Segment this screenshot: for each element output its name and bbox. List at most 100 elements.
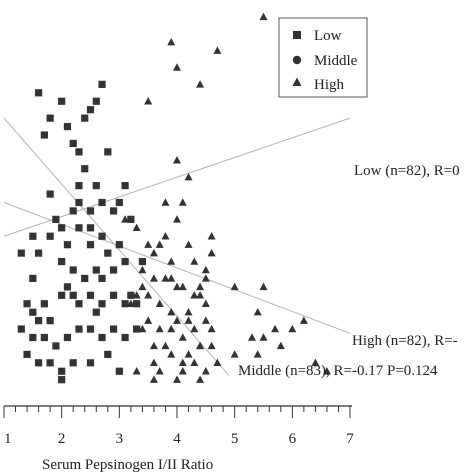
low-point: [121, 182, 129, 190]
low-point: [138, 257, 146, 266]
low-point: [46, 232, 54, 240]
high-point: [167, 257, 176, 265]
high-point: [201, 265, 210, 274]
low-point: [86, 241, 95, 249]
low-point: [46, 317, 54, 325]
x-tick-label: 3: [116, 431, 124, 447]
low-point: [109, 266, 118, 274]
high-point: [201, 274, 210, 282]
low-point: [109, 325, 118, 333]
high-point: [144, 240, 153, 248]
low-point: [92, 308, 100, 316]
low-point: [58, 367, 66, 375]
low-point: [40, 300, 48, 308]
high-point: [132, 367, 141, 375]
high-point: [311, 358, 320, 367]
high-point: [144, 316, 153, 324]
high-point: [196, 282, 205, 291]
low-point: [92, 266, 100, 274]
low-point: [75, 300, 83, 308]
low-point: [35, 249, 43, 257]
low-point: [35, 317, 43, 325]
low-point: [75, 224, 83, 232]
annotation-middle: Middle (n=83), R=-0.17 P=0.124: [238, 363, 438, 379]
low-point: [115, 367, 123, 375]
low-point: [17, 325, 25, 333]
legend-label-high: High: [314, 77, 345, 93]
low-point: [75, 198, 83, 207]
low-point: [86, 291, 95, 299]
low-point: [121, 300, 129, 308]
high-point: [259, 333, 268, 341]
legend-label-middle: Middle: [314, 53, 358, 69]
legend-circle-marker: [292, 55, 302, 65]
regression-line-low: [3, 117, 351, 237]
low-point: [58, 97, 66, 105]
x-tick-label: 4: [173, 431, 181, 447]
x-axis-label: Serum Pepsinogen I/II Ratio: [42, 457, 213, 473]
high-point: [276, 341, 285, 350]
high-point: [132, 223, 141, 232]
low-point: [86, 325, 95, 333]
legend-triangle-marker: [292, 77, 302, 86]
low-point: [29, 333, 37, 342]
high-point: [201, 367, 210, 375]
high-point: [190, 291, 199, 299]
low-point: [98, 333, 106, 342]
high-point: [167, 350, 176, 358]
high-point: [184, 350, 193, 358]
low-point: [75, 325, 83, 333]
high-point: [201, 316, 210, 324]
high-point: [173, 215, 181, 223]
high-point: [230, 282, 239, 291]
low-point: [35, 89, 43, 97]
low-point: [98, 232, 106, 240]
low-point: [29, 274, 37, 283]
high-point: [161, 274, 170, 282]
low-point: [92, 182, 100, 190]
annotation-low: Low (n=82), R=0: [354, 163, 460, 179]
high-point: [299, 316, 308, 324]
legend: Low Middle High: [278, 17, 368, 98]
high-point: [167, 307, 176, 316]
x-ticks: 1 2 3 4 5 6 7: [3, 406, 354, 447]
high-point: [207, 248, 216, 257]
high-point: [173, 282, 181, 291]
high-point: [196, 375, 205, 383]
high-point: [121, 215, 130, 223]
low-point: [104, 249, 112, 257]
low-point: [86, 224, 95, 232]
high-point: [178, 282, 187, 291]
high-point: [144, 291, 153, 299]
high-point: [178, 198, 187, 206]
x-axis: 1 2 3 4 5 6 7 Serum Pepsinogen I/II Ratio: [3, 405, 354, 473]
low-point: [40, 131, 48, 139]
high-point: [184, 316, 193, 324]
high-point: [144, 97, 153, 105]
high-point: [322, 367, 331, 375]
high-point: [138, 324, 147, 333]
low-point: [58, 224, 66, 232]
low-point: [109, 207, 118, 215]
low-point: [35, 359, 43, 367]
high-point: [149, 358, 158, 367]
high-point: [167, 274, 176, 282]
high-point: [173, 316, 181, 324]
low-point: [63, 122, 72, 131]
high-point: [178, 367, 187, 375]
low-point: [104, 148, 112, 156]
high-point: [167, 37, 176, 46]
low-point: [69, 359, 77, 367]
high-point: [207, 232, 216, 240]
high-point: [259, 282, 268, 291]
high-point: [149, 375, 158, 383]
high-point: [155, 324, 164, 333]
low-point: [69, 207, 77, 215]
low-point: [98, 274, 106, 283]
low-point: [86, 106, 95, 114]
x-tick-label: 5: [231, 431, 239, 447]
low-point: [46, 359, 54, 367]
high-point: [230, 350, 239, 358]
low-point: [46, 114, 54, 122]
low-point: [58, 376, 66, 384]
